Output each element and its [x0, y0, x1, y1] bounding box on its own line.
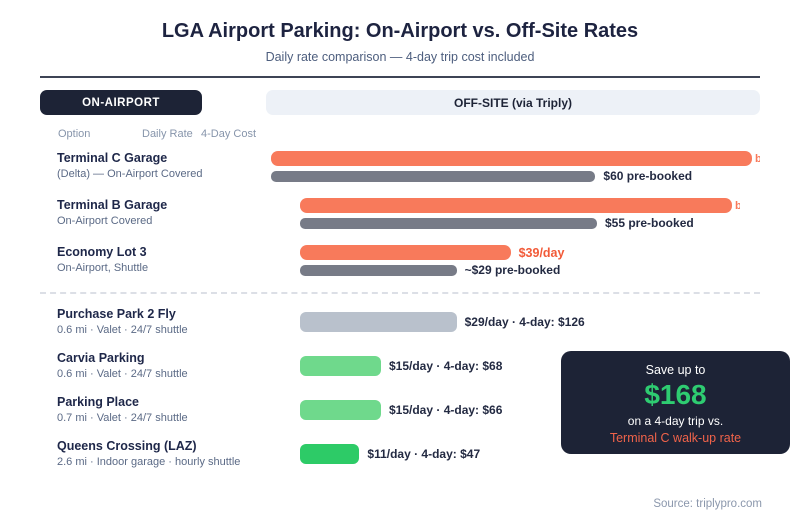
row-name: Purchase Park 2 Fly: [57, 307, 176, 321]
rows: Terminal C Garage (Delta) — On-Airport C…: [0, 151, 800, 469]
bar-value-label: $15/day · 4-day: $68: [389, 359, 503, 373]
header-divider: [40, 76, 760, 78]
savings-intro: Save up to: [645, 363, 706, 377]
bar-line: $15/day · 4-day: $68: [300, 356, 760, 376]
bar-line: $60 pre-booked: [271, 169, 760, 183]
row-subtitle: On-Airport Covered: [57, 215, 153, 227]
bar-line: $11/day · 4-day: $47: [300, 444, 760, 464]
row-subtitle: (Delta) — On-Airport Covered: [57, 168, 203, 180]
prebooked-bar: [271, 170, 596, 182]
bar-value-label: $15/day · 4-day: $66: [389, 403, 503, 417]
parking-row: Economy Lot 3 On-Airport, Shuttle $39/da…: [40, 245, 760, 277]
prebooked-bar: [300, 264, 457, 276]
bar-value-label: ~$29 pre-booked: [464, 263, 561, 277]
badge-on-airport: ON-AIRPORT: [40, 90, 202, 115]
row-name: Queens Crossing (LAZ): [57, 439, 197, 453]
row-name: Economy Lot 3: [57, 245, 147, 259]
prebooked-bar: [300, 217, 597, 229]
bar-line: $55 pre-booked: [300, 216, 760, 230]
infographic-page: LGA Airport Parking: On-Airport vs. Off-…: [0, 20, 800, 520]
row-label: Terminal B Garage On-Airport Covered: [40, 198, 300, 230]
savings-callout: Save up to $168 on a 4-day trip vs. Term…: [561, 351, 790, 454]
bar-line: ~$29 pre-booked: [300, 263, 760, 277]
row-subtitle: 2.6 mi · Indoor garage · hourly shuttle: [57, 456, 241, 468]
row-label: Economy Lot 3 On-Airport, Shuttle: [40, 245, 300, 277]
bar-value-label: b: [755, 152, 760, 165]
parking-row: Queens Crossing (LAZ) 2.6 mi · Indoor ga…: [40, 439, 760, 469]
parking-row: Terminal B Garage On-Airport Covered b $5…: [40, 198, 760, 230]
walkup-bar: [271, 151, 752, 166]
row-name: Terminal B Garage: [57, 198, 168, 212]
row-bars: $39/day ~$29 pre-booked: [300, 245, 760, 277]
bar-value-label: $60 pre-booked: [603, 169, 693, 183]
parking-row: Terminal C Garage (Delta) — On-Airport C…: [40, 151, 760, 183]
row-label: Queens Crossing (LAZ) 2.6 mi · Indoor ga…: [40, 439, 300, 469]
row-name: Carvia Parking: [57, 351, 145, 365]
page-subtitle: Daily rate comparison — 4-day trip cost …: [265, 50, 535, 64]
row-name: Terminal C Garage: [57, 151, 168, 165]
offsite-bar: [300, 312, 457, 332]
savings-amount: $168: [644, 379, 707, 410]
savings-context: on a 4-day trip vs.: [627, 414, 724, 428]
bar-value-label: b: [735, 199, 740, 212]
bar-value-label: $11/day · 4-day: $47: [367, 447, 481, 461]
bar-value-label: $29/day · 4-day: $126: [464, 315, 585, 329]
parking-row: Carvia Parking 0.6 mi · Valet · 24/7 shu…: [40, 351, 760, 381]
group-badges: ON-AIRPORT OFF-SITE (via Triply): [0, 90, 800, 115]
row-label: Purchase Park 2 Fly 0.6 mi · Valet · 24/…: [40, 307, 300, 337]
column-header-daily-rate: Daily Rate: [142, 128, 193, 140]
walkup-bar: [300, 245, 511, 260]
badge-off-site: OFF-SITE (via Triply): [266, 90, 760, 115]
row-subtitle: 0.7 mi · Valet · 24/7 shuttle: [57, 412, 188, 424]
row-subtitle: 0.6 mi · Valet · 24/7 shuttle: [57, 324, 188, 336]
row-bars: b $60 pre-booked: [271, 151, 760, 183]
offsite-bar: [300, 400, 381, 420]
savings-comparison: Terminal C walk-up rate: [609, 431, 742, 445]
row-bars: $11/day · 4-day: $47: [300, 439, 760, 469]
bar-line: b: [300, 198, 760, 213]
row-subtitle: 0.6 mi · Valet · 24/7 shuttle: [57, 368, 188, 380]
row-subtitle: On-Airport, Shuttle: [57, 262, 149, 274]
row-bars: $29/day · 4-day: $126: [300, 307, 760, 337]
offsite-bar: [300, 444, 360, 464]
offsite-bar: [300, 356, 381, 376]
row-label: Parking Place 0.7 mi · Valet · 24/7 shut…: [40, 395, 300, 425]
row-label: Terminal C Garage (Delta) — On-Airport C…: [40, 151, 271, 183]
bar-line: $39/day: [300, 245, 760, 260]
bar-line: $15/day · 4-day: $66: [300, 400, 760, 420]
page-title: LGA Airport Parking: On-Airport vs. Off-…: [161, 20, 639, 42]
row-name: Parking Place: [57, 395, 139, 409]
walkup-bar: [300, 198, 732, 213]
bar-line: $29/day · 4-day: $126: [300, 312, 760, 332]
section-divider: [40, 292, 760, 294]
row-bars: b $55 pre-booked: [300, 198, 760, 230]
column-header-4day-cost: 4-Day Cost: [201, 128, 257, 140]
parking-row: Parking Place 0.7 mi · Valet · 24/7 shut…: [40, 395, 760, 425]
bar-value-label: $39/day: [518, 245, 565, 260]
bar-line: b: [271, 151, 760, 166]
row-label: Carvia Parking 0.6 mi · Valet · 24/7 shu…: [40, 351, 300, 381]
parking-row: Purchase Park 2 Fly 0.6 mi · Valet · 24/…: [40, 307, 760, 337]
bar-value-label: $55 pre-booked: [605, 216, 694, 230]
column-header-option: Option: [58, 128, 91, 140]
column-headers: Option Daily Rate 4-Day Cost: [0, 128, 800, 140]
row-bars: $15/day · 4-day: $66: [300, 395, 760, 425]
row-bars: $15/day · 4-day: $68: [300, 351, 760, 381]
